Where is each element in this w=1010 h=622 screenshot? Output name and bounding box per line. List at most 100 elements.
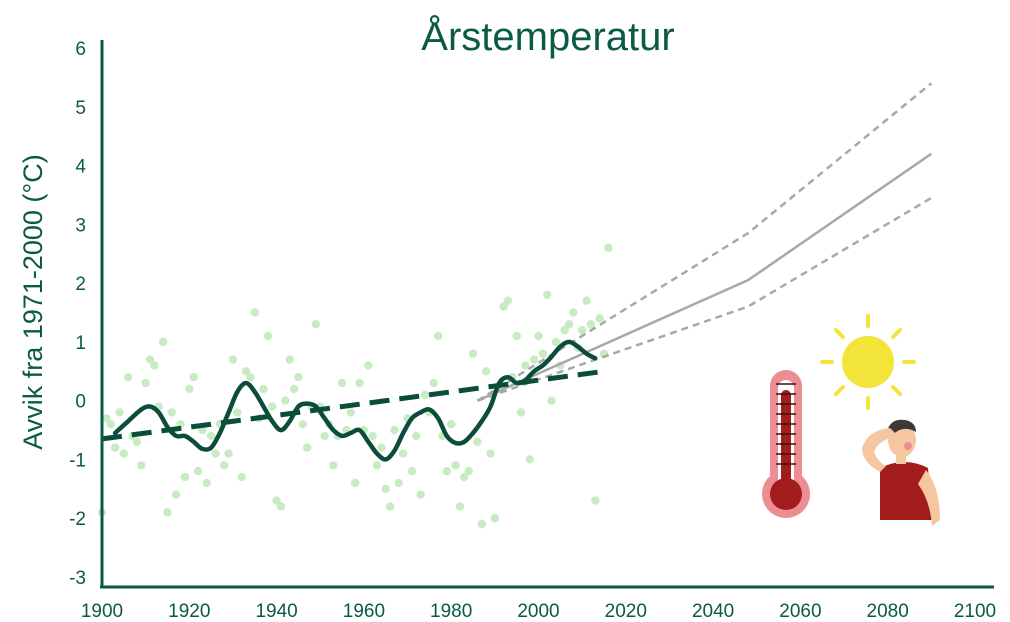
projection-lines xyxy=(476,82,933,402)
scatter-point xyxy=(420,390,430,399)
scatter-point xyxy=(429,378,438,388)
x-tick-label: 1980 xyxy=(430,601,472,622)
scatter-point xyxy=(586,320,596,329)
y-tick-label: 4 xyxy=(75,157,86,178)
scatter-point xyxy=(416,490,425,499)
scatter-point xyxy=(337,378,347,388)
scatter-point xyxy=(381,484,390,494)
scatter-point xyxy=(407,467,417,476)
scatter-point xyxy=(320,431,329,441)
projection-median-line xyxy=(476,152,933,402)
y-tick-label: -2 xyxy=(69,509,86,530)
scatter-point xyxy=(110,443,120,452)
scatter-point xyxy=(529,355,539,364)
scatter-point xyxy=(241,367,251,376)
scatter-point xyxy=(263,331,273,341)
scatter-point xyxy=(385,502,395,511)
scatter-point xyxy=(525,455,534,464)
scatter-point xyxy=(167,408,177,417)
scatter-point xyxy=(560,325,569,335)
y-tick-label: 6 xyxy=(75,39,86,60)
scatter-point xyxy=(451,461,460,470)
scatter-point xyxy=(460,472,469,482)
chart-title: Årstemperatur xyxy=(421,14,674,59)
scatter-point xyxy=(591,496,600,505)
x-tick-label: 1960 xyxy=(343,601,385,622)
scatter-point xyxy=(259,384,268,394)
scatter-point xyxy=(220,461,229,470)
scatter-point xyxy=(123,372,133,382)
scatter-point xyxy=(228,355,238,364)
scatter-point xyxy=(145,355,155,364)
scatter-point xyxy=(355,378,364,388)
scatter-point xyxy=(486,449,495,458)
scatter-point xyxy=(595,314,604,323)
scatter-point xyxy=(569,308,578,317)
scatter-point xyxy=(499,302,508,311)
scatter-point xyxy=(289,384,299,394)
scatter-point xyxy=(516,408,526,417)
scatter-point xyxy=(390,425,399,435)
scatter-point xyxy=(311,320,321,329)
x-tick-label: 2100 xyxy=(954,601,996,622)
y-tick-label: 1 xyxy=(75,333,86,354)
scatter-point xyxy=(577,325,587,335)
scatter-point xyxy=(233,408,242,417)
scatter-point xyxy=(285,355,294,364)
scatter-point xyxy=(193,467,203,476)
scatter-point xyxy=(224,449,233,458)
scatter-point xyxy=(364,361,373,370)
scatter-point xyxy=(512,331,521,341)
scatter-point xyxy=(468,349,478,358)
scatter-point xyxy=(202,478,211,488)
thermometer-icon xyxy=(762,370,810,518)
scatter-point xyxy=(298,419,307,429)
scatter-point xyxy=(447,419,456,429)
scatter-point xyxy=(150,361,159,370)
scatter-point xyxy=(547,396,556,405)
scatter-point xyxy=(394,478,404,488)
scatter-point xyxy=(132,437,142,447)
scatter-point xyxy=(503,296,513,305)
scatter-point xyxy=(158,337,168,347)
scatter-point xyxy=(294,372,303,382)
scatter-point xyxy=(372,461,382,470)
scatter-point xyxy=(442,467,452,476)
x-tick-label: 1920 xyxy=(168,601,210,622)
scatter-point xyxy=(377,443,386,452)
x-tick-labels: 1900 1920 1940 1960 1980 2000 2020 2040 2060 2080… xyxy=(81,601,996,622)
scatter-point xyxy=(106,419,115,429)
scatter-point xyxy=(119,449,129,458)
smoothed-line xyxy=(112,339,598,462)
scatter-point xyxy=(172,490,181,499)
scatter-point xyxy=(551,337,561,347)
y-tick-label: 5 xyxy=(75,98,86,119)
scatter-point xyxy=(604,243,613,253)
scatter-point xyxy=(534,331,543,341)
scatter-point xyxy=(185,384,194,394)
scatter-point xyxy=(455,502,465,511)
projection-high-line xyxy=(476,82,933,402)
smoothed-temperature-line xyxy=(112,339,598,462)
scatter-point xyxy=(490,514,500,523)
scatter-point xyxy=(464,467,473,476)
scatter-point xyxy=(473,437,482,447)
y-tick-label: -3 xyxy=(69,568,86,589)
scatter-point xyxy=(237,472,246,482)
scatter-point xyxy=(398,449,408,458)
scatter-point xyxy=(272,496,281,505)
scatter-point xyxy=(141,378,150,388)
y-tick-label: 3 xyxy=(75,215,86,236)
y-tick-label: 2 xyxy=(75,274,86,295)
scatter-point xyxy=(412,431,421,441)
scatter-point xyxy=(538,349,548,358)
scatter-point xyxy=(189,372,198,382)
scatter-point xyxy=(433,331,443,341)
x-tick-label: 2040 xyxy=(692,601,734,622)
y-axis-label: Avvik fra 1971-2000 (°C) xyxy=(18,154,48,449)
y-tick-label: -1 xyxy=(69,450,86,471)
trend-dashed-line xyxy=(101,368,605,442)
x-tick-label: 2020 xyxy=(605,601,647,622)
hot-person-icon xyxy=(862,419,940,526)
